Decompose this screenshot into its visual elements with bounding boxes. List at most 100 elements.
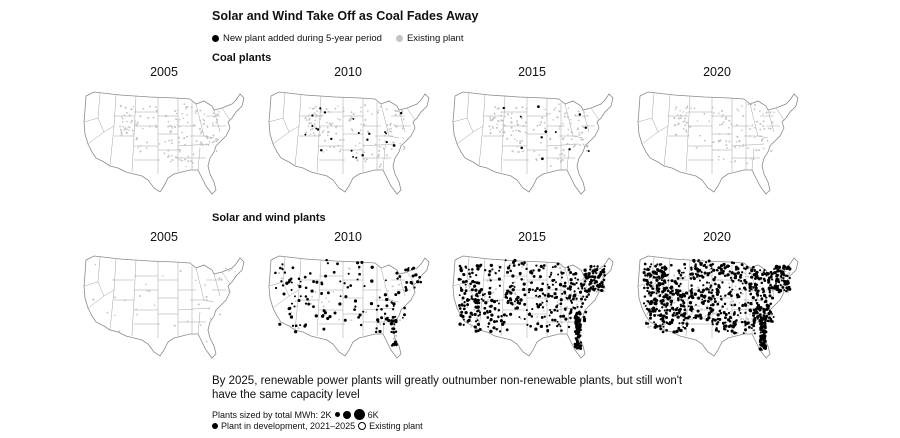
new-plant-dot (646, 274, 649, 277)
new-plant-dot (681, 321, 685, 325)
existing-plant-dot (304, 117, 307, 120)
new-plant-dot (547, 292, 550, 296)
new-plant-dot (732, 313, 736, 316)
new-plant-dot (385, 316, 389, 320)
new-plant-dot (760, 281, 764, 285)
new-plant-dot (722, 322, 725, 326)
existing-plant-dot (704, 314, 707, 317)
existing-plant-dot (390, 127, 393, 130)
existing-plant-dot (153, 304, 156, 307)
existing-plant-dot (330, 123, 333, 126)
existing-plant-dot (147, 116, 150, 119)
new-plant-dot (717, 283, 720, 287)
new-plant-dot (688, 301, 693, 305)
existing-plant-dot (351, 130, 354, 132)
existing-plant-legend-swatch (395, 35, 403, 42)
new-plant-dot (531, 308, 534, 311)
new-plant-dot (297, 299, 301, 302)
new-plant-dot (697, 289, 701, 293)
existing-plant-dot (314, 105, 317, 108)
new-plant-dot (785, 290, 788, 293)
new-plant-dot (563, 307, 567, 311)
existing-plant-dot-group (673, 103, 775, 165)
existing-plant-dot (769, 111, 772, 114)
existing-plant-dot (564, 112, 567, 115)
existing-plant-dot (206, 125, 209, 127)
new-plant-dot (773, 268, 776, 271)
new-plant-dot (726, 329, 729, 333)
new-plant-dot (731, 324, 735, 328)
existing-plant-dot (567, 107, 570, 109)
new-plant-dot (403, 313, 406, 317)
existing-plant-dot (743, 272, 746, 275)
new-plant-dot (479, 313, 481, 316)
existing-plant-dot (719, 279, 722, 282)
existing-plant-dot (500, 114, 503, 117)
new-plant-dot (730, 304, 733, 307)
new-plant-dot (463, 301, 466, 304)
new-plant-dot (687, 305, 690, 308)
new-plant-dot (647, 292, 651, 295)
new-plant-dot (463, 292, 467, 295)
existing-plant-dot (379, 323, 382, 326)
new-plant-dot (646, 282, 649, 286)
existing-plant-dot (220, 278, 223, 281)
existing-plant-dot (395, 334, 398, 337)
existing-plant-dot (384, 145, 387, 148)
new-plant-dot (579, 282, 583, 286)
existing-plant-dot (338, 318, 341, 321)
new-plant-dot (717, 266, 721, 270)
new-plant-dot (731, 279, 735, 283)
new-plant-dot (749, 292, 752, 296)
new-plant-dot (663, 267, 667, 271)
development-legend: Plant in development, 2021–2025 Existing… (212, 421, 423, 431)
new-plant-dot (673, 311, 676, 314)
new-plant-dot (761, 345, 765, 348)
new-plant-dot (553, 292, 557, 296)
existing-plant-dot (730, 122, 733, 125)
new-plant-dot (584, 289, 588, 293)
new-plant-dot (703, 271, 707, 275)
new-plant-dot (553, 318, 557, 322)
new-plant-dot (536, 305, 541, 309)
new-plant-dot (772, 286, 777, 290)
new-plant-dot (710, 267, 713, 270)
new-plant-dot (499, 319, 503, 323)
state-borders (268, 92, 416, 174)
new-plant-dot (705, 281, 709, 284)
new-plant-dot (526, 323, 529, 326)
existing-plant-dot (706, 305, 709, 308)
new-plant-dot (683, 262, 687, 266)
new-plant-dot (716, 317, 720, 321)
new-plant-dot (539, 275, 542, 279)
new-plant-dot (781, 285, 785, 289)
existing-plant-dot (544, 127, 547, 130)
new-plant-dot (352, 117, 355, 120)
existing-plant-dot (562, 122, 564, 125)
new-plant-dot (657, 290, 661, 293)
new-plant-dot (396, 277, 399, 280)
new-plant-dot (508, 285, 512, 289)
existing-plant-dot (516, 145, 519, 148)
new-plant-dot (532, 269, 535, 272)
new-plant-dot (497, 315, 500, 318)
existing-plant-dot (383, 134, 386, 137)
new-plant-dot (311, 114, 314, 117)
new-plant-dot (706, 299, 710, 303)
new-plant-dot (575, 311, 579, 315)
new-plant-dot (316, 128, 320, 131)
new-plant-dot (783, 289, 786, 292)
new-plant-dot (291, 266, 295, 270)
existing-plant-dot (297, 327, 300, 330)
state-borders (452, 92, 600, 174)
new-plant-dot (501, 322, 505, 326)
new-plant-dot (478, 311, 482, 314)
new-plant-dot (762, 325, 765, 328)
existing-plant-dot (497, 120, 500, 123)
new-plant-dot (575, 340, 579, 343)
new-plant-dot (529, 270, 533, 274)
new-plant-dot (593, 269, 597, 273)
coal-map-2010 (268, 91, 430, 195)
existing-plant-dot (322, 129, 325, 132)
existing-plant-dot (771, 289, 774, 293)
